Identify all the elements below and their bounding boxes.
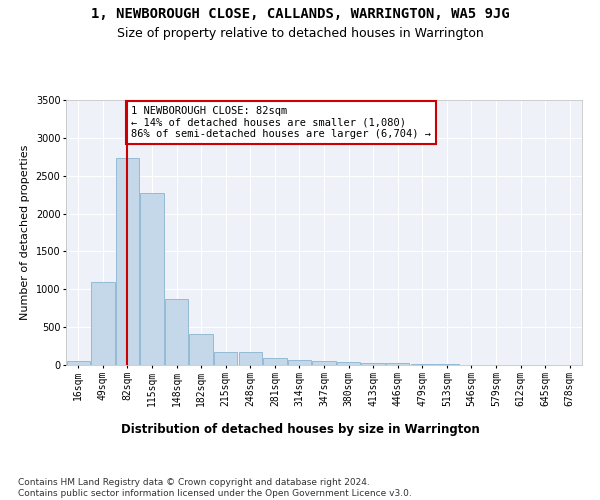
Bar xyxy=(116,158,139,365)
Bar xyxy=(140,193,164,365)
Text: Size of property relative to detached houses in Warrington: Size of property relative to detached ho… xyxy=(116,28,484,40)
Bar xyxy=(361,362,385,365)
Text: Contains HM Land Registry data © Crown copyright and database right 2024.
Contai: Contains HM Land Registry data © Crown c… xyxy=(18,478,412,498)
Bar xyxy=(67,361,90,365)
Bar xyxy=(410,364,434,365)
Text: Distribution of detached houses by size in Warrington: Distribution of detached houses by size … xyxy=(121,422,479,436)
Text: 1, NEWBOROUGH CLOSE, CALLANDS, WARRINGTON, WA5 9JG: 1, NEWBOROUGH CLOSE, CALLANDS, WARRINGTO… xyxy=(91,8,509,22)
Bar xyxy=(263,358,287,365)
Y-axis label: Number of detached properties: Number of detached properties xyxy=(20,145,30,320)
Bar xyxy=(435,364,458,365)
Bar xyxy=(239,352,262,365)
Bar xyxy=(214,352,238,365)
Bar xyxy=(165,299,188,365)
Bar xyxy=(190,334,213,365)
Bar xyxy=(313,361,335,365)
Bar xyxy=(288,360,311,365)
Text: 1 NEWBOROUGH CLOSE: 82sqm
← 14% of detached houses are smaller (1,080)
86% of se: 1 NEWBOROUGH CLOSE: 82sqm ← 14% of detac… xyxy=(131,106,431,140)
Bar xyxy=(386,364,409,365)
Bar xyxy=(337,362,360,365)
Bar xyxy=(91,282,115,365)
